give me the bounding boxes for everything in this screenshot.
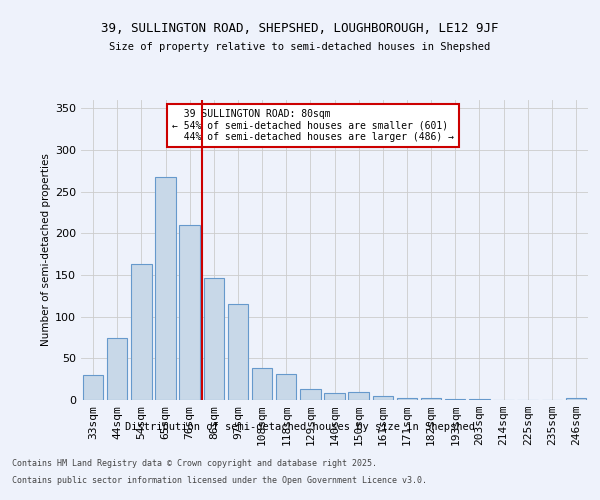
Text: Size of property relative to semi-detached houses in Shepshed: Size of property relative to semi-detach… bbox=[109, 42, 491, 52]
Bar bbox=[155, 176, 176, 400]
Y-axis label: Number of semi-detached properties: Number of semi-detached properties bbox=[41, 154, 51, 346]
Bar bbox=[300, 389, 320, 400]
Bar bbox=[421, 398, 442, 400]
Bar bbox=[566, 398, 586, 400]
Bar bbox=[203, 278, 224, 400]
Bar bbox=[107, 338, 127, 400]
Bar bbox=[397, 398, 417, 400]
Bar bbox=[252, 368, 272, 400]
Text: 39 SULLINGTON ROAD: 80sqm
← 54% of semi-detached houses are smaller (601)
  44% : 39 SULLINGTON ROAD: 80sqm ← 54% of semi-… bbox=[172, 109, 454, 142]
Bar bbox=[324, 394, 345, 400]
Bar bbox=[179, 225, 200, 400]
Bar bbox=[276, 374, 296, 400]
Bar bbox=[469, 399, 490, 400]
Bar bbox=[373, 396, 393, 400]
Bar bbox=[349, 392, 369, 400]
Text: 39, SULLINGTON ROAD, SHEPSHED, LOUGHBOROUGH, LE12 9JF: 39, SULLINGTON ROAD, SHEPSHED, LOUGHBORO… bbox=[101, 22, 499, 36]
Bar bbox=[131, 264, 152, 400]
Bar bbox=[445, 399, 466, 400]
Bar bbox=[227, 304, 248, 400]
Bar bbox=[83, 375, 103, 400]
Text: Distribution of semi-detached houses by size in Shepshed: Distribution of semi-detached houses by … bbox=[125, 422, 475, 432]
Text: Contains HM Land Registry data © Crown copyright and database right 2025.: Contains HM Land Registry data © Crown c… bbox=[12, 458, 377, 468]
Text: Contains public sector information licensed under the Open Government Licence v3: Contains public sector information licen… bbox=[12, 476, 427, 485]
